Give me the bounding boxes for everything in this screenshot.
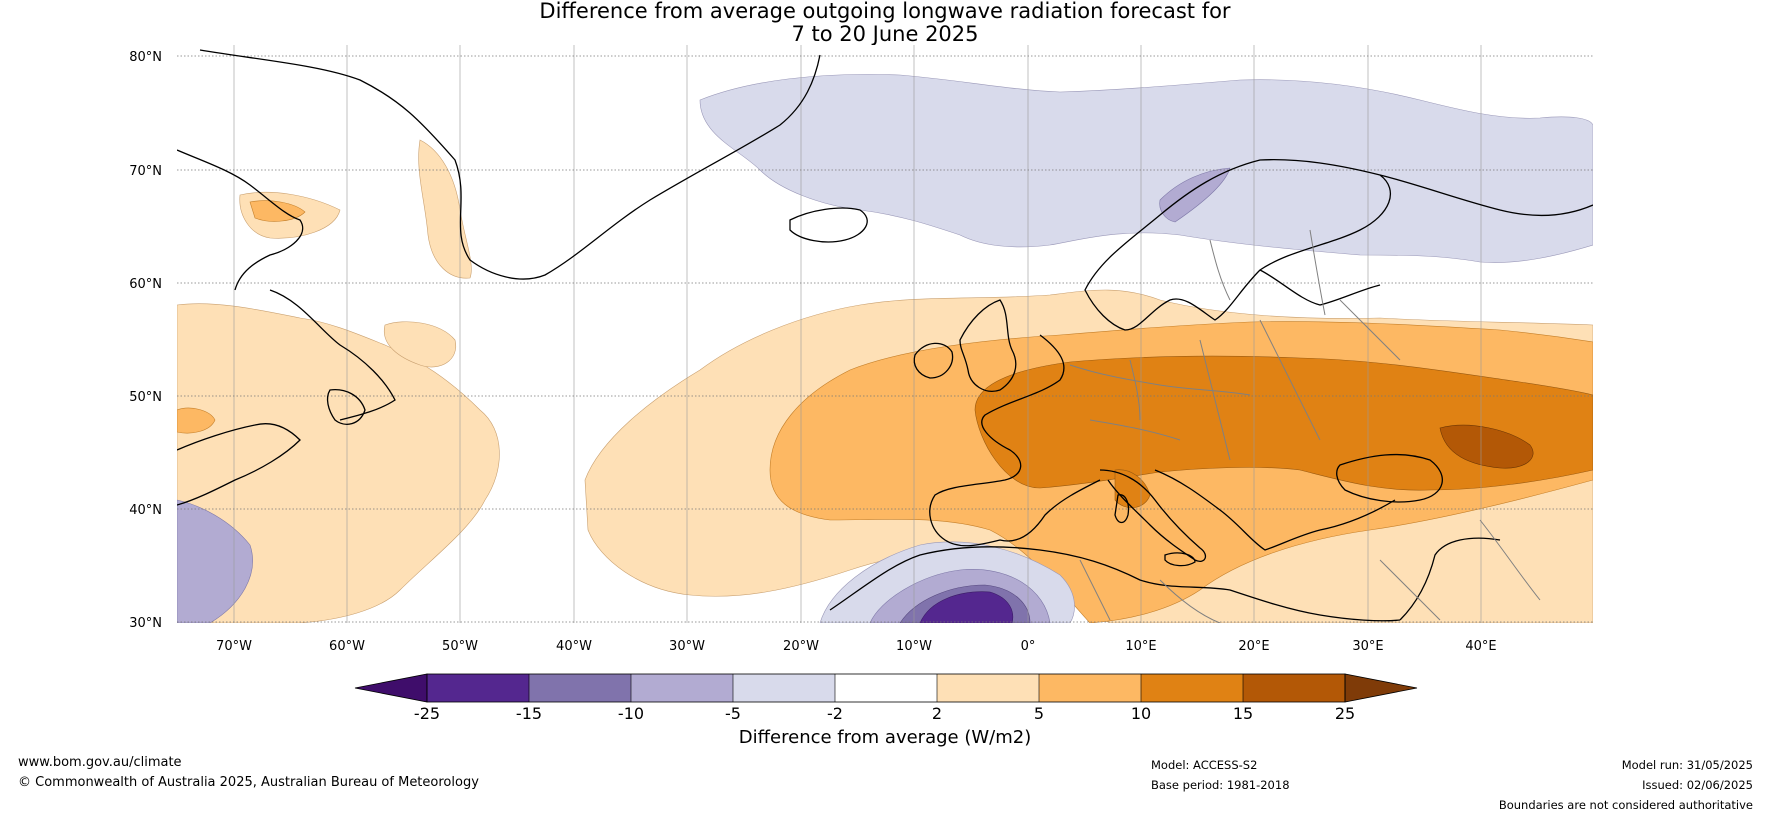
colorbar-swatch <box>733 674 835 702</box>
colorbar-swatch <box>1243 674 1345 702</box>
lon-label: 10°E <box>1125 639 1156 654</box>
colorbar-swatch <box>427 674 529 702</box>
coast-balkans <box>1154 469 1396 551</box>
coast-north-africa <box>829 546 1401 622</box>
lat-label: 60°N <box>129 277 162 292</box>
lat-label: 80°N <box>129 50 162 65</box>
coast-sicily <box>1164 552 1196 567</box>
lon-label: 30°W <box>669 639 705 654</box>
anomaly-5-10-canada <box>177 407 216 434</box>
lon-label: 40°E <box>1465 639 1496 654</box>
lon-label: 40°W <box>556 639 592 654</box>
coast-baltic <box>1259 269 1381 306</box>
lon-label: 60°W <box>329 639 365 654</box>
colorbar-tick-label: 5 <box>1034 704 1044 723</box>
anomaly-neg2-neg5-us-coast <box>177 499 253 623</box>
anomaly-neg2-neg5-arctic <box>699 74 1593 263</box>
map-plot-area <box>177 45 1593 623</box>
footer-model-run: Model run: 31/05/2025 <box>1621 758 1753 772</box>
lon-label: 0° <box>1021 639 1036 654</box>
footer-disclaimer: Boundaries are not considered authoritat… <box>1498 798 1753 812</box>
lon-label: 20°W <box>783 639 819 654</box>
coast-russia-north <box>1379 174 1593 217</box>
colorbar-swatch <box>937 674 1039 702</box>
coast-newfoundland <box>326 389 366 425</box>
colorbar-swatch <box>835 674 937 702</box>
footer-site: www.bom.gov.au/climate <box>18 755 182 770</box>
anomaly-2-5-greenland <box>418 139 472 279</box>
coast-uk <box>959 299 1017 392</box>
coast-scandinavia <box>1084 159 1391 331</box>
title-line-2: 7 to 20 June 2025 <box>791 22 979 46</box>
country-borders <box>1069 229 1541 623</box>
colorbar-tick-label: 15 <box>1233 704 1253 723</box>
grid-parallels <box>177 55 1593 623</box>
coast-eastern-med <box>1399 537 1501 621</box>
colorbar-swatch <box>529 674 631 702</box>
coast-black-sea <box>1336 453 1443 503</box>
colorbar-tick-label: -15 <box>516 704 542 723</box>
lon-label: 20°E <box>1238 639 1269 654</box>
colorbar-extend-high <box>1344 673 1418 703</box>
footer-model-info: Model: ACCESS-S2 Base period: 1981-2018 <box>1151 755 1290 795</box>
colorbar-tick-label: 2 <box>932 704 942 723</box>
colorbar <box>354 673 1418 703</box>
lon-label: 70°W <box>216 639 252 654</box>
coast-italy <box>1099 469 1207 562</box>
latitude-labels: 80°N 70°N 60°N 50°N 40°N 30°N <box>129 50 162 631</box>
grid-meridians <box>233 45 1482 623</box>
anomaly-neg5-norway <box>1159 167 1231 223</box>
colorbar-tick-label: -5 <box>725 704 741 723</box>
lat-label: 30°N <box>129 616 162 631</box>
coast-iceland <box>789 207 868 243</box>
colorbar-swatch <box>1039 674 1141 702</box>
lon-label: 30°E <box>1352 639 1383 654</box>
footer-left: www.bom.gov.au/climate © Commonwealth of… <box>18 753 479 793</box>
coast-greenland <box>199 49 821 280</box>
coast-nova-scotia <box>177 423 301 506</box>
anomaly-neg15-neg25-morocco <box>919 591 1014 623</box>
lon-label: 10°W <box>896 639 932 654</box>
anomaly-2-5-atlantic-blob <box>383 321 457 368</box>
coast-labrador <box>269 289 396 421</box>
colorbar-swatch <box>1141 674 1243 702</box>
colorbar-swatch <box>631 674 733 702</box>
lat-label: 50°N <box>129 390 162 405</box>
anomaly-2-5-western-atlantic <box>177 303 500 623</box>
colorbar-tick-label: 25 <box>1335 704 1355 723</box>
colorbar-ticks: -25 -15 -10 -5 -2 2 5 10 15 25 <box>414 704 1355 723</box>
colorbar-label: Difference from average (W/m2) <box>738 727 1032 748</box>
colorbar-tick-label: 10 <box>1131 704 1151 723</box>
coast-western-europe <box>929 334 1101 547</box>
colorbar-tick-label: -10 <box>618 704 644 723</box>
lat-label: 70°N <box>129 164 162 179</box>
colorbar-tick-label: -2 <box>827 704 843 723</box>
anomaly-15-25-ukraine <box>1439 424 1534 469</box>
footer-issued: Issued: 02/06/2025 <box>1642 778 1753 792</box>
footer-copyright: © Commonwealth of Australia 2025, Austra… <box>18 775 479 790</box>
coast-sardinia <box>1114 494 1130 524</box>
lat-label: 40°N <box>129 503 162 518</box>
footer-run-info: Model run: 31/05/2025 Issued: 02/06/2025… <box>1499 755 1753 815</box>
map-title: Difference from average outgoing longwav… <box>0 0 1770 46</box>
coastlines <box>177 49 1593 622</box>
coast-canada-north <box>177 149 304 291</box>
coast-ireland <box>913 342 954 379</box>
lon-label: 50°W <box>442 639 478 654</box>
colorbar-tick-label: -25 <box>414 704 440 723</box>
longitude-labels: 70°W 60°W 50°W 40°W 30°W 20°W 10°W 0° 10… <box>216 639 1497 654</box>
footer-base-period: Base period: 1981-2018 <box>1151 778 1290 792</box>
footer-model: Model: ACCESS-S2 <box>1151 758 1258 772</box>
title-line-1: Difference from average outgoing longwav… <box>539 0 1231 23</box>
colorbar-extend-low <box>354 673 428 703</box>
